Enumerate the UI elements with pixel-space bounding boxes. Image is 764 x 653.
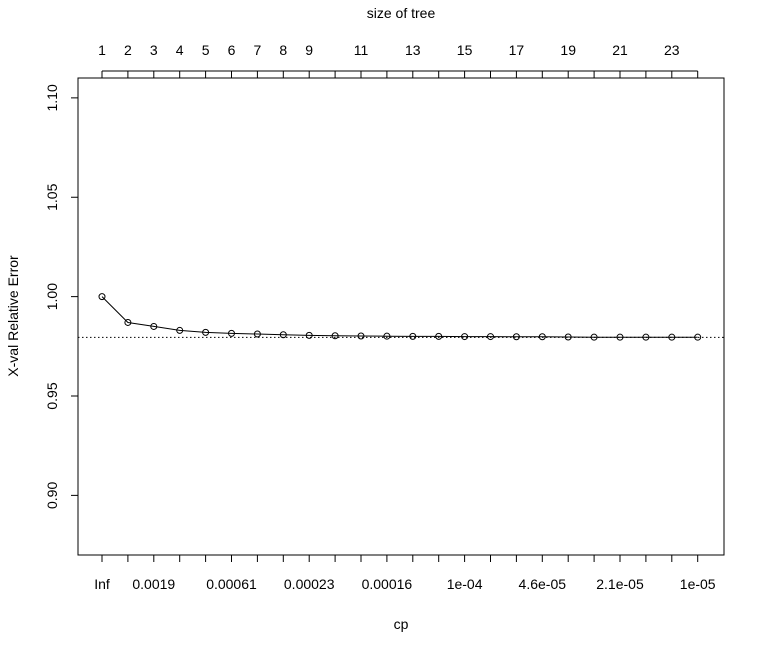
data-point [487, 333, 494, 341]
top-tick-label: 17 [509, 42, 525, 58]
plot-frame [77, 77, 725, 556]
top-tick-label: 6 [228, 42, 236, 58]
top-axis: 1 2 3 4 5 6 7 8 9 11 13 15 17 19 21 23 [98, 42, 699, 78]
data-point [253, 330, 261, 338]
bottom-tick-label: 0.00061 [206, 576, 257, 592]
y-tick-label: 1.05 [44, 183, 60, 210]
top-tick-label: 11 [354, 42, 369, 58]
data-point [150, 322, 158, 330]
top-tick-label: 3 [150, 42, 158, 58]
data-point [357, 332, 365, 340]
top-axis-title: size of tree [367, 5, 436, 21]
series-layer [98, 293, 702, 341]
bottom-axis: Inf 0.0019 0.00061 0.00023 0.00016 1e-04 4.6e-… [94, 554, 716, 592]
top-tick-label: 19 [560, 42, 576, 58]
data-point [228, 329, 235, 337]
y-tick-label: 1.00 [44, 283, 60, 310]
bottom-tick-label: 0.00023 [284, 576, 335, 592]
data-point [124, 318, 132, 326]
data-point [538, 333, 546, 341]
data-point [331, 332, 339, 340]
data-point [98, 293, 106, 301]
data-point [202, 328, 210, 336]
y-tick-label: 0.90 [44, 482, 60, 509]
bottom-tick-label: 0.00016 [362, 576, 413, 592]
top-tick-label: 23 [664, 42, 680, 58]
data-point [564, 333, 572, 341]
data-point [176, 326, 184, 334]
bottom-tick-label: 2.1e-05 [596, 576, 644, 592]
bottom-tick-label: 1e-05 [680, 576, 716, 592]
series-line [101, 296, 698, 338]
top-tick-label: 21 [612, 42, 628, 58]
data-point [461, 333, 469, 341]
top-tick-label: 4 [176, 42, 184, 58]
data-point [616, 333, 624, 341]
data-point [668, 333, 676, 341]
bottom-tick-label: 4.6e-05 [519, 576, 567, 592]
data-point [383, 332, 391, 340]
data-point [279, 331, 287, 339]
y-tick-label: 1.10 [44, 84, 60, 111]
data-point [694, 333, 702, 341]
bottom-tick-label: Inf [94, 576, 110, 592]
top-tick-label: 9 [305, 42, 313, 58]
top-tick-label: 7 [254, 42, 262, 58]
data-point [305, 331, 313, 339]
top-tick-label: 13 [405, 42, 421, 58]
x-axis-title: cp [394, 616, 409, 632]
data-point [512, 333, 520, 341]
top-tick-label: 15 [457, 42, 473, 58]
data-point [642, 333, 650, 341]
bottom-tick-label: 0.0019 [132, 576, 175, 592]
data-point [590, 333, 598, 341]
top-tick-label: 8 [279, 42, 287, 58]
top-tick-label: 2 [124, 42, 132, 58]
bottom-tick-label: 1e-04 [447, 576, 483, 592]
data-point [435, 332, 443, 340]
top-tick-label: 5 [202, 42, 210, 58]
y-tick-label: 0.95 [44, 382, 60, 409]
y-axis: 0.90 0.95 1.00 1.05 1.10 [44, 84, 79, 509]
y-axis-title: X-val Relative Error [5, 255, 21, 377]
top-tick-label: 1 [98, 42, 106, 58]
data-point [409, 332, 417, 340]
